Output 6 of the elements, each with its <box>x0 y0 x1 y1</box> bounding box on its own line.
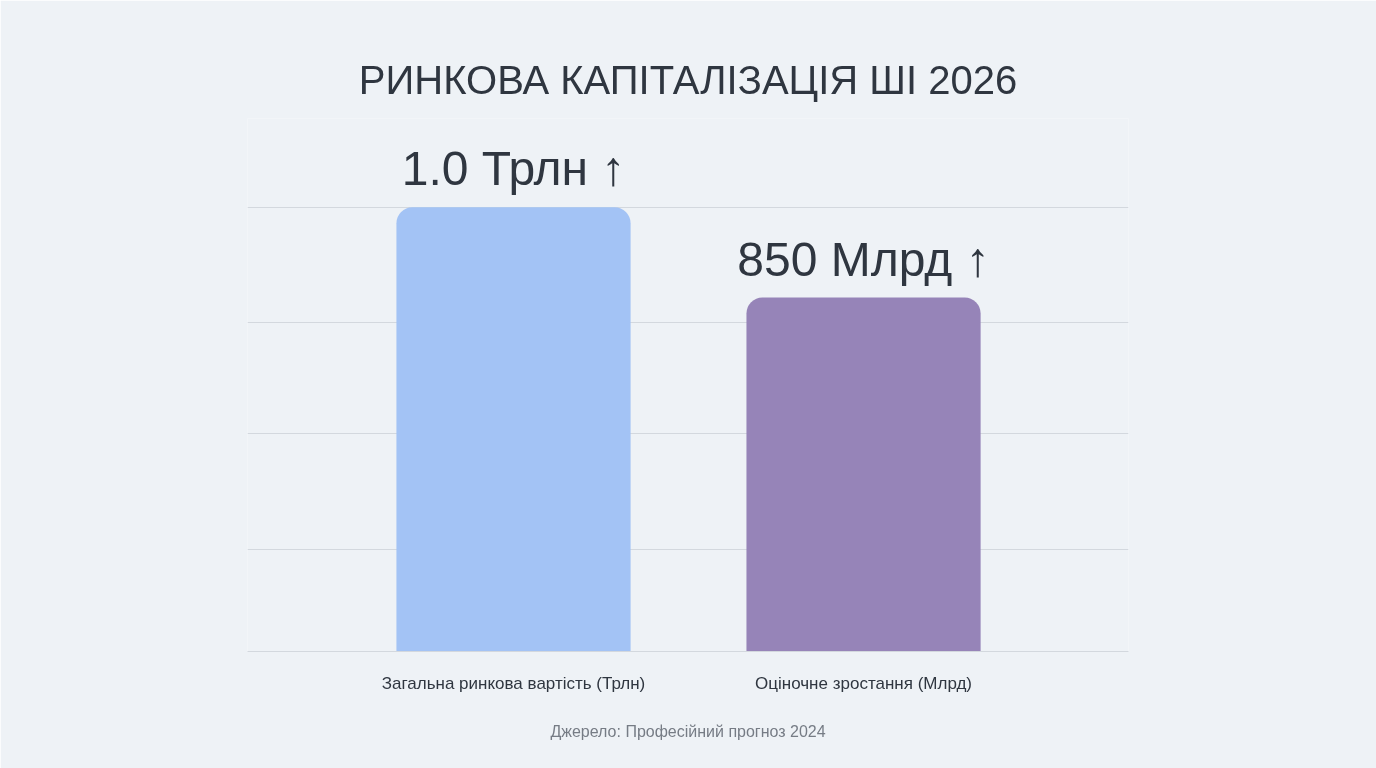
data-label: 850 Млрд ↑ <box>737 232 990 286</box>
x-tick-label: Оціночне зростання (Млрд) <box>755 673 973 693</box>
chart-title: РИНКОВА КАПІТАЛІЗАЦІЯ ШІ 2026 <box>358 57 1018 102</box>
text: Джерело: Професійний прогноз 2024 <box>550 722 826 740</box>
data-label: 1.0 Трлн ↑ <box>401 142 626 196</box>
x-tick-label: Загальна ринкова вартість (Трлн) <box>381 673 646 693</box>
